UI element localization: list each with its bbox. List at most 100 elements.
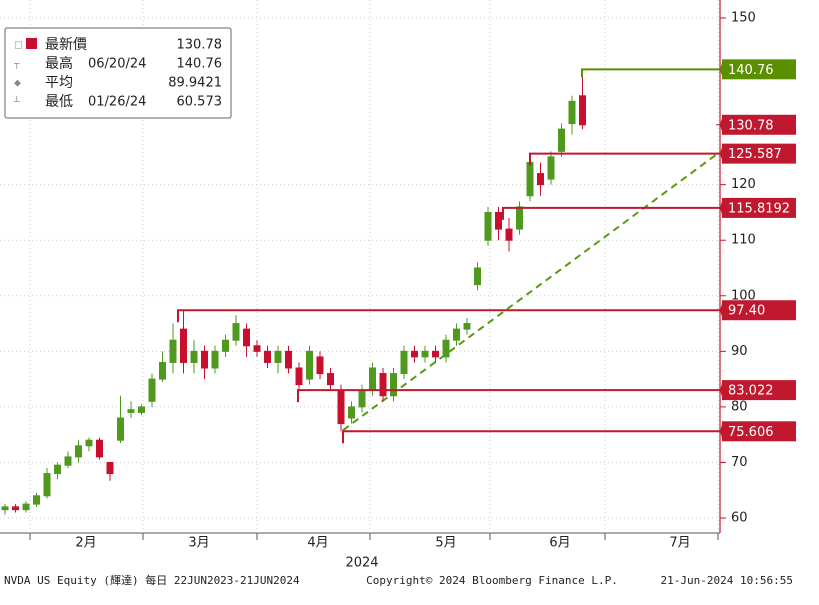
candle-body (232, 323, 240, 341)
y-tick-label: 90 (731, 344, 748, 359)
candle-body (148, 378, 156, 402)
candle-body (390, 373, 397, 397)
level-line (581, 68, 720, 78)
candle-body (243, 328, 250, 347)
y-tick-label: 150 (731, 11, 756, 26)
candle-body (537, 173, 544, 186)
candle-body (106, 461, 114, 475)
price-tag (722, 114, 796, 135)
legend-icon: ┴ (13, 96, 20, 108)
candle-body (474, 267, 481, 286)
candle-body (75, 445, 82, 458)
legend-icon: ◆ (14, 79, 21, 89)
x-tick-label: 3月 (188, 536, 209, 551)
price-tag-pointer (720, 300, 723, 321)
price-tag-label: 97.40 (728, 304, 765, 319)
y-tick-label: 110 (731, 233, 756, 248)
candle-body (568, 100, 576, 125)
candle-body (316, 356, 324, 375)
footer-timestamp: 21-Jun-2024 10:56:55 (661, 574, 793, 587)
price-tag-label: 130.78 (728, 118, 774, 133)
candle-body (264, 350, 271, 363)
y-tick-label: 120 (731, 177, 756, 192)
candle-body (432, 350, 439, 358)
candle-body (453, 328, 460, 341)
level-line (342, 430, 720, 444)
price-tag-pointer (720, 114, 723, 135)
candle-body (495, 211, 502, 230)
legend-label: 最低 (45, 94, 73, 110)
year-label: 2024 (345, 556, 378, 571)
candle-body (463, 323, 471, 330)
candle-body (85, 439, 93, 447)
legend-icon: ┬ (13, 60, 20, 70)
trend-line (342, 151, 721, 432)
candle-body (43, 473, 51, 497)
y-tick-label: 70 (731, 455, 748, 470)
candle-body (358, 389, 366, 408)
candle-body (579, 95, 586, 126)
candle-body (526, 161, 534, 197)
legend-date: 06/20/24 (88, 57, 146, 72)
x-tick-label: 5月 (435, 536, 456, 551)
candle-body (558, 128, 565, 152)
legend-value: 140.76 (177, 57, 223, 72)
candle-body (295, 367, 303, 386)
y-tick-label: 60 (731, 511, 748, 526)
legend-value: 130.78 (177, 38, 223, 53)
y-tick-label: 100 (731, 288, 756, 303)
x-tick-label: 7月 (669, 536, 690, 551)
candle-body (190, 350, 198, 363)
candle-body (400, 350, 408, 375)
candle-body (411, 350, 418, 358)
level-line (297, 389, 720, 403)
legend-date: 01/26/24 (88, 95, 146, 110)
candle-body (547, 156, 555, 180)
candle-body (505, 228, 513, 241)
level-line (177, 309, 720, 323)
level-line (529, 152, 720, 166)
legend-value: 60.573 (177, 95, 223, 110)
legend-label: 最新價 (45, 36, 87, 53)
candle-body (33, 495, 40, 505)
price-tag-pointer (720, 380, 723, 401)
candle-body (516, 206, 523, 230)
candle-body (180, 328, 187, 363)
price-tag (722, 421, 796, 442)
footer-copyright: Copyright© 2024 Bloomberg Finance L.P. (366, 574, 618, 587)
candle-body (159, 361, 166, 380)
candle-body (201, 350, 208, 369)
candle-body (484, 211, 492, 241)
candle-body (306, 350, 313, 380)
candle-body (54, 464, 61, 475)
candle-body (379, 373, 387, 397)
price-tag-pointer (720, 143, 723, 164)
candle-body (369, 367, 376, 391)
candle-body (327, 373, 334, 386)
candle-body (348, 406, 355, 419)
candle-body (337, 389, 345, 425)
price-tag (722, 380, 796, 401)
candle-body (96, 439, 103, 458)
candle-body (285, 350, 292, 369)
price-tag (722, 300, 796, 321)
candle-body (138, 406, 145, 413)
level-line (502, 206, 720, 220)
x-tick-label: 6月 (549, 536, 570, 551)
price-tag-label: 75.606 (728, 425, 774, 440)
x-tick-label: 4月 (307, 536, 328, 551)
price-tag (722, 59, 796, 80)
price-tag-label: 125.587 (728, 147, 782, 162)
candle-body (1, 506, 9, 511)
price-tag-label: 83.022 (728, 384, 774, 399)
candle-body (421, 350, 429, 358)
footer-ticker: NVDA US Equity (輝達) 每日 22JUN2023-21JUN20… (4, 573, 300, 587)
candle-body (253, 345, 261, 352)
candle-body (12, 506, 19, 511)
price-tag-pointer (720, 197, 723, 218)
legend-label: 平均 (45, 75, 73, 91)
x-tick-label: 2月 (75, 536, 96, 551)
price-tag-label: 140.76 (728, 63, 774, 78)
candle-body (22, 503, 30, 511)
